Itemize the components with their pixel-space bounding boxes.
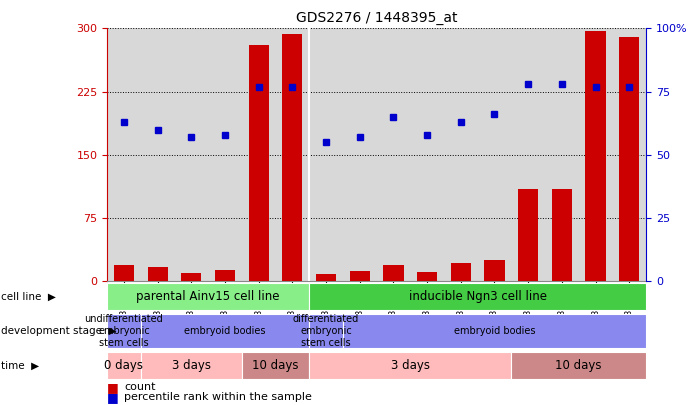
Text: embryoid bodies: embryoid bodies: [454, 326, 536, 336]
Bar: [310, 283, 646, 310]
Text: cell line  ▶: cell line ▶: [1, 292, 56, 302]
Bar: [249, 45, 269, 281]
Bar: [282, 34, 303, 281]
Bar: [518, 189, 538, 281]
Text: development stage  ▶: development stage ▶: [1, 326, 117, 336]
Bar: [242, 352, 310, 379]
Bar: [215, 270, 235, 281]
Text: differentiated
embryonic
stem cells: differentiated embryonic stem cells: [293, 314, 359, 348]
Bar: [451, 263, 471, 281]
Text: ■: ■: [107, 381, 119, 394]
Text: 3 days: 3 days: [391, 359, 430, 372]
Text: percentile rank within the sample: percentile rank within the sample: [124, 392, 312, 403]
Bar: [181, 273, 201, 281]
Bar: [585, 31, 605, 281]
Title: GDS2276 / 1448395_at: GDS2276 / 1448395_at: [296, 11, 457, 25]
Bar: [310, 314, 343, 348]
Text: inducible Ngn3 cell line: inducible Ngn3 cell line: [408, 290, 547, 303]
Bar: [384, 264, 404, 281]
Text: 10 days: 10 days: [556, 359, 602, 372]
Bar: [551, 189, 572, 281]
Bar: [107, 352, 141, 379]
Bar: [107, 283, 310, 310]
Text: ■: ■: [107, 391, 119, 404]
Bar: [350, 271, 370, 281]
Text: parental Ainv15 cell line: parental Ainv15 cell line: [136, 290, 280, 303]
Text: embryoid bodies: embryoid bodies: [184, 326, 266, 336]
Text: time  ▶: time ▶: [1, 360, 39, 371]
Bar: [310, 352, 511, 379]
Bar: [619, 37, 639, 281]
Bar: [484, 260, 504, 281]
Bar: [511, 352, 646, 379]
Bar: [343, 314, 646, 348]
Bar: [114, 264, 134, 281]
Text: undifferentiated
embryonic
stem cells: undifferentiated embryonic stem cells: [84, 314, 163, 348]
Bar: [141, 314, 309, 348]
Text: count: count: [124, 382, 156, 392]
Bar: [107, 314, 141, 348]
Text: 3 days: 3 days: [172, 359, 211, 372]
Text: 10 days: 10 days: [252, 359, 299, 372]
Text: 0 days: 0 days: [104, 359, 144, 372]
Bar: [141, 352, 242, 379]
Bar: [148, 267, 168, 281]
Bar: [316, 274, 336, 281]
Bar: [417, 272, 437, 281]
